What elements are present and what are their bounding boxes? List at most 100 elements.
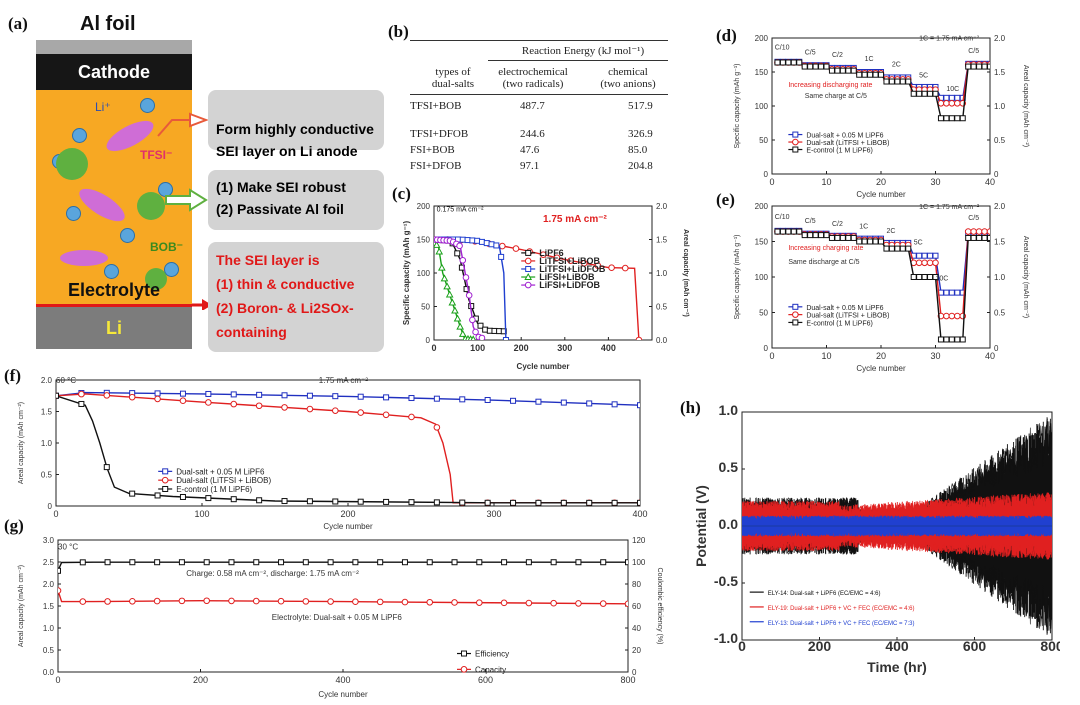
data-point — [357, 393, 364, 400]
x-tick-label: 200 — [514, 343, 529, 353]
data-point — [970, 63, 977, 70]
data-point — [433, 499, 440, 506]
data-point — [477, 322, 484, 329]
chart-g-svg: 0 200 400 600 800 0.0 0.5 1.0 1.5 2.0 2.5 3.0 0 20 40 6… — [18, 536, 663, 699]
data-point — [861, 71, 868, 78]
data-point — [535, 398, 542, 405]
annotation: 1C = 1.75 mA cm⁻² — [919, 36, 980, 43]
legend-label: LiTFSI+LiDFOB — [539, 264, 606, 274]
annotation: 1C = 1.75 mA cm⁻² — [919, 204, 980, 211]
data-point — [796, 59, 803, 66]
chart-h: 0 200 400 600 800 -1.0 -0.5 0.0 0.5 1.0 Time (hr) P… — [690, 398, 1064, 698]
data-point — [281, 498, 288, 505]
tfsi-anion-icon — [60, 250, 108, 266]
data-point — [179, 390, 186, 397]
data-point — [401, 559, 408, 566]
chart-f: 0 100 200 300 400 0 0.5 1.0 1.5 2.0 Cycle number Ar… — [14, 372, 654, 532]
y2-tick-label: 0.0 — [656, 336, 668, 345]
row-electrochemical: 97.1 — [520, 160, 540, 172]
data-point — [472, 328, 479, 336]
series-line — [58, 561, 628, 572]
x-axis-label: Cycle number — [318, 690, 368, 699]
data-point — [56, 392, 59, 399]
annotation: 10C — [936, 276, 949, 283]
data-layer — [742, 412, 1052, 640]
data-point — [948, 99, 956, 107]
data-point — [948, 94, 955, 101]
y-tick-label: 3.0 — [43, 536, 55, 545]
data-point — [469, 237, 476, 244]
li-ion-icon — [66, 206, 81, 221]
data-point — [959, 336, 966, 343]
y-tick-label: 1.0 — [43, 624, 55, 633]
table-col2-l1: chemical — [608, 66, 648, 78]
data-point — [459, 236, 466, 243]
panel-b: (b) Reaction Energy (kJ mol⁻¹) types of … — [388, 20, 678, 190]
y2-tick-label: 20 — [632, 646, 641, 655]
data-point — [807, 232, 814, 239]
data-point — [205, 495, 212, 502]
data-point — [58, 567, 61, 574]
data-point — [927, 252, 934, 259]
series-line — [56, 393, 640, 504]
data-point — [894, 78, 901, 85]
robust-sei-line2: (2) Passivate Al foil — [216, 201, 344, 217]
sei-line — [36, 304, 192, 307]
x-tick-label: 400 — [335, 675, 350, 685]
legend-label: LiTFSI+LiBOB — [539, 256, 600, 266]
y-tick-label: 1.5 — [43, 602, 55, 611]
data-point — [926, 259, 934, 267]
data-point — [888, 245, 895, 252]
panel-d-tag: (d) — [716, 26, 737, 45]
data-point — [600, 559, 607, 566]
data-point — [255, 402, 263, 410]
data-layer — [58, 559, 628, 608]
x-tick-label: 0 — [431, 343, 436, 353]
data-point — [327, 598, 334, 605]
annotation: Electrolyte: Dual-salt + 0.05 M LiPF6 — [272, 613, 403, 622]
data-point — [828, 67, 835, 74]
y-tick-label: 50 — [421, 303, 430, 312]
data-point — [899, 78, 906, 85]
data-point — [278, 559, 285, 566]
data-point — [878, 71, 884, 78]
annotation: 1.75 mA cm⁻² — [319, 376, 368, 385]
data-point — [550, 599, 557, 607]
data-point — [883, 78, 890, 85]
data-point — [476, 559, 483, 566]
table-col1-l2: (two radicals) — [502, 78, 564, 90]
li-ion-icon — [140, 98, 155, 113]
annotation: C/5 — [968, 48, 979, 55]
data-point — [256, 497, 263, 504]
data-point — [440, 274, 449, 282]
y2-tick-label: 120 — [632, 536, 646, 545]
data-point — [910, 90, 917, 97]
data-point — [408, 413, 415, 421]
legend-label: LiFSI+LiDFOB — [539, 280, 600, 290]
data-point — [478, 238, 485, 245]
data-point — [178, 559, 185, 566]
y-tick-label: 100 — [755, 273, 769, 282]
y2-tick-label: 2.0 — [656, 202, 668, 211]
x-tick-label: 40 — [985, 351, 995, 361]
y2-tick-label: 0.5 — [994, 309, 1006, 318]
data-point — [525, 599, 533, 607]
data-point — [306, 405, 314, 413]
panel-h-tag: (h) — [680, 398, 701, 417]
legend-marker — [162, 468, 169, 475]
data-point — [594, 262, 602, 270]
annotation: 60 °C — [56, 376, 76, 385]
series-line — [742, 514, 1052, 522]
data-point — [104, 559, 111, 566]
annotation: C/5 — [805, 218, 816, 225]
data-point — [327, 559, 334, 566]
x-tick-label: 600 — [963, 638, 987, 654]
data-point — [823, 63, 830, 70]
annotation: Same discharge at C/5 — [788, 259, 859, 266]
data-point — [790, 228, 797, 235]
y-tick-label: 150 — [755, 68, 769, 77]
data-point — [818, 232, 825, 239]
x-axis-label: Cycle number — [517, 362, 570, 371]
data-point — [470, 335, 476, 340]
data-point — [986, 228, 990, 235]
